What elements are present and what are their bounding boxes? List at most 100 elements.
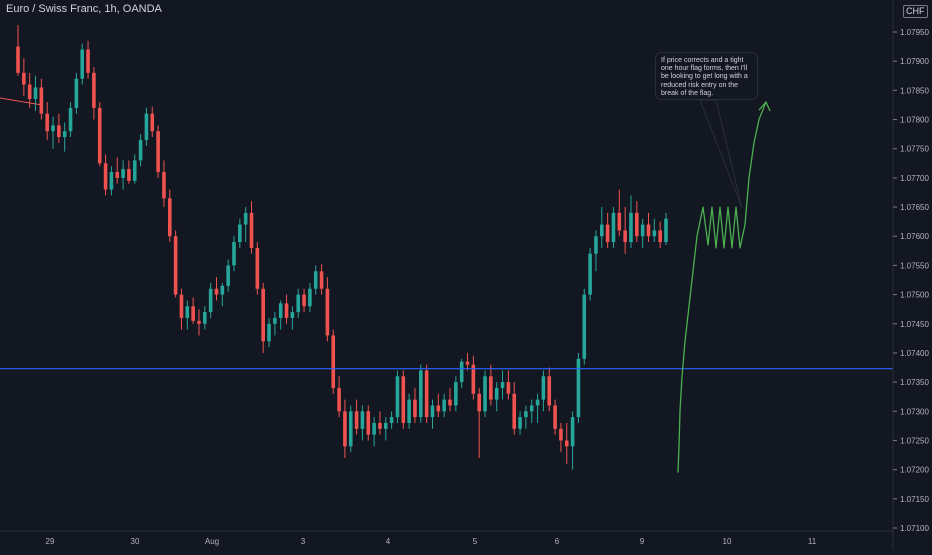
candle[interactable]: [395, 370, 400, 423]
candle[interactable]: [255, 242, 260, 295]
candle[interactable]: [179, 288, 184, 330]
candle[interactable]: [284, 294, 289, 324]
candle[interactable]: [208, 282, 213, 318]
candle[interactable]: [238, 218, 242, 248]
candle[interactable]: [541, 370, 546, 412]
candle[interactable]: [407, 393, 411, 429]
candle[interactable]: [389, 411, 394, 429]
candle[interactable]: [313, 265, 318, 295]
candle[interactable]: [167, 189, 172, 243]
candle[interactable]: [296, 288, 301, 318]
candle[interactable]: [243, 207, 248, 243]
candle[interactable]: [424, 364, 429, 423]
candle[interactable]: [559, 422, 563, 453]
candle[interactable]: [226, 259, 230, 292]
candle[interactable]: [413, 387, 417, 423]
candle[interactable]: [86, 40, 90, 79]
candle[interactable]: [366, 405, 371, 441]
candle[interactable]: [419, 364, 423, 423]
trend-line[interactable]: [0, 97, 43, 106]
candle[interactable]: [436, 393, 441, 418]
candle[interactable]: [97, 102, 102, 167]
candle[interactable]: [325, 277, 330, 342]
candle[interactable]: [635, 201, 639, 243]
candle[interactable]: [401, 370, 406, 429]
candle[interactable]: [477, 387, 481, 458]
candle[interactable]: [664, 212, 668, 245]
candle[interactable]: [249, 201, 254, 254]
candle[interactable]: [197, 309, 201, 336]
annotation-note[interactable]: If price corrects and a tight one hour f…: [655, 52, 758, 100]
candle[interactable]: [465, 352, 470, 371]
candle[interactable]: [45, 102, 49, 140]
candle[interactable]: [132, 154, 137, 184]
candle[interactable]: [173, 230, 178, 298]
candle[interactable]: [185, 300, 190, 330]
candle[interactable]: [500, 370, 505, 400]
candle[interactable]: [62, 122, 67, 152]
candle[interactable]: [121, 160, 125, 190]
candle[interactable]: [57, 113, 61, 143]
candle[interactable]: [68, 102, 73, 138]
candle[interactable]: [331, 329, 336, 394]
candle[interactable]: [529, 399, 534, 423]
candle[interactable]: [494, 382, 499, 412]
candle[interactable]: [354, 399, 359, 435]
candle[interactable]: [512, 382, 517, 435]
candle[interactable]: [430, 399, 435, 429]
candle[interactable]: [290, 306, 295, 330]
candle[interactable]: [144, 107, 149, 146]
candle[interactable]: [261, 282, 265, 353]
projection-path[interactable]: [677, 101, 767, 473]
candle[interactable]: [524, 405, 528, 429]
candle[interactable]: [74, 72, 79, 114]
candle[interactable]: [203, 306, 207, 330]
candle[interactable]: [232, 236, 236, 272]
candle[interactable]: [308, 282, 312, 313]
candle[interactable]: [360, 405, 365, 441]
candle[interactable]: [115, 157, 120, 184]
candle[interactable]: [629, 195, 633, 248]
candle[interactable]: [564, 422, 569, 464]
candle[interactable]: [337, 376, 341, 418]
candle[interactable]: [448, 387, 452, 412]
candle[interactable]: [22, 58, 26, 97]
candle[interactable]: [278, 300, 283, 330]
candle[interactable]: [547, 367, 552, 412]
candle[interactable]: [27, 72, 32, 108]
candle[interactable]: [150, 106, 155, 138]
candle[interactable]: [617, 189, 622, 237]
candle[interactable]: [553, 399, 557, 435]
candle[interactable]: [454, 376, 458, 412]
candle[interactable]: [343, 399, 347, 458]
candle[interactable]: [372, 417, 376, 447]
candle[interactable]: [138, 134, 143, 167]
candle[interactable]: [16, 24, 20, 76]
candle[interactable]: [156, 125, 160, 178]
candle[interactable]: [442, 393, 446, 418]
candle[interactable]: [588, 247, 592, 301]
candle[interactable]: [471, 355, 476, 400]
candle[interactable]: [535, 393, 540, 423]
candle[interactable]: [640, 218, 645, 248]
candle[interactable]: [570, 411, 575, 470]
candle[interactable]: [576, 352, 581, 423]
candle[interactable]: [506, 370, 511, 400]
candle[interactable]: [92, 67, 96, 120]
candle[interactable]: [652, 218, 657, 243]
candle[interactable]: [51, 116, 55, 149]
candle[interactable]: [483, 370, 487, 418]
candle[interactable]: [611, 207, 616, 248]
candle[interactable]: [658, 221, 662, 248]
candle[interactable]: [302, 288, 306, 313]
candle[interactable]: [623, 207, 627, 254]
candle[interactable]: [273, 312, 277, 336]
candle[interactable]: [605, 212, 610, 248]
candle[interactable]: [220, 282, 225, 307]
candle[interactable]: [33, 75, 38, 111]
candle[interactable]: [582, 288, 587, 365]
candle[interactable]: [103, 154, 108, 196]
candle[interactable]: [109, 166, 114, 196]
